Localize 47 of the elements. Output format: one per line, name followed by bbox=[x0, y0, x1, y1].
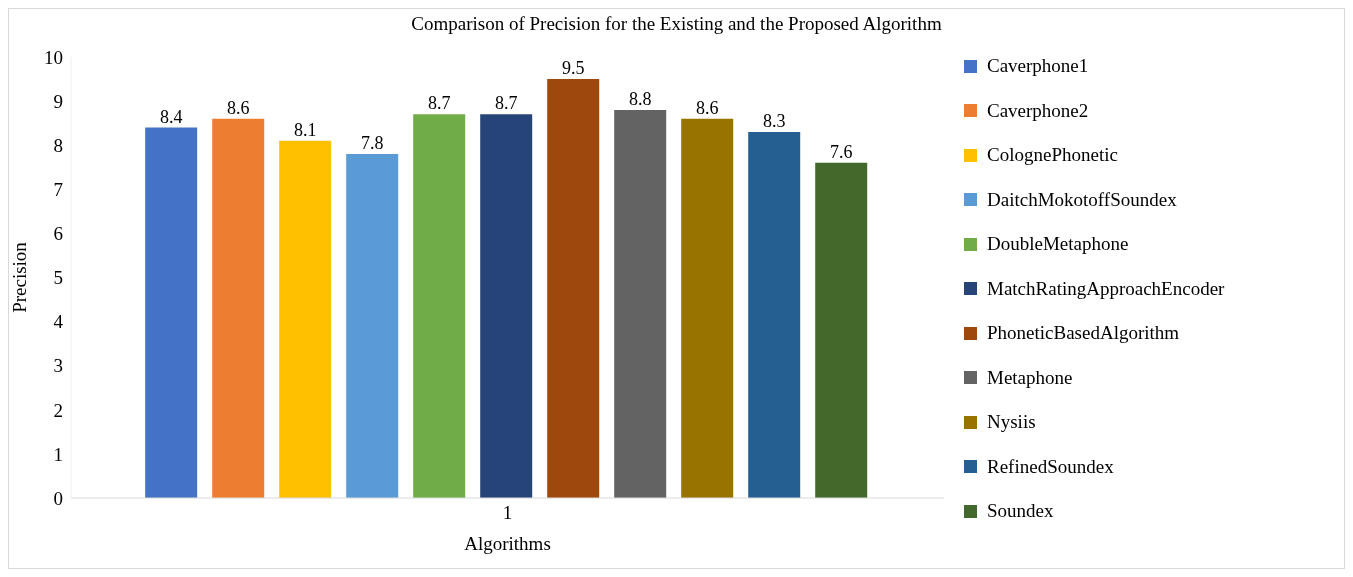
y-tick-label: 9 bbox=[53, 90, 63, 112]
y-tick-label: 0 bbox=[53, 487, 63, 509]
data-label: 7.6 bbox=[829, 141, 853, 162]
legend-label: Metaphone bbox=[987, 366, 1073, 389]
y-tick-label: 1 bbox=[53, 443, 63, 465]
bar bbox=[346, 154, 399, 498]
y-tick-label: 2 bbox=[53, 399, 63, 421]
data-label: 8.8 bbox=[628, 88, 652, 109]
x-axis-title: Algorithms bbox=[464, 533, 551, 554]
legend-label: MatchRatingApproachEncoder bbox=[987, 277, 1225, 300]
legend-label: DoubleMetaphone bbox=[987, 233, 1129, 255]
y-tick-label: 4 bbox=[53, 311, 64, 333]
bar bbox=[681, 118, 734, 498]
data-label: 8.4 bbox=[159, 106, 183, 127]
y-tick-label: 5 bbox=[53, 267, 63, 289]
bar bbox=[413, 114, 466, 498]
y-tick-label: 7 bbox=[53, 179, 63, 201]
legend-label: ColognePhonetic bbox=[987, 144, 1118, 166]
legend-label: PhoneticBasedAlgorithm bbox=[987, 322, 1180, 344]
legend-label: Soundex bbox=[987, 500, 1054, 522]
data-label: 8.3 bbox=[762, 110, 786, 131]
bar bbox=[614, 109, 667, 498]
legend-label: Nysiis bbox=[987, 411, 1036, 433]
bar bbox=[212, 118, 265, 498]
data-label: 8.7 bbox=[427, 93, 451, 114]
bar bbox=[145, 127, 198, 498]
data-label: 8.6 bbox=[226, 97, 250, 118]
y-axis-title: Precision bbox=[8, 241, 30, 313]
y-tick-label: 8 bbox=[53, 134, 63, 156]
bar bbox=[815, 162, 868, 498]
data-label: 8.6 bbox=[695, 97, 719, 118]
bar bbox=[480, 114, 533, 498]
y-tick-label: 10 bbox=[44, 46, 63, 68]
bar bbox=[279, 140, 332, 498]
data-label: 7.8 bbox=[360, 133, 384, 154]
data-label: 8.1 bbox=[293, 119, 317, 140]
y-tick-label: 6 bbox=[53, 223, 63, 245]
bar bbox=[748, 131, 801, 498]
legend-label: RefinedSoundex bbox=[987, 455, 1114, 478]
bar bbox=[547, 79, 600, 498]
data-label: 9.5 bbox=[561, 58, 585, 79]
y-tick-label: 3 bbox=[53, 355, 63, 377]
data-label: 8.7 bbox=[494, 93, 518, 114]
legend-label: DaitchMokotoffSoundex bbox=[987, 188, 1177, 211]
chart-title: Comparison of Precision for the Existing and the Proposed Algorithm bbox=[410, 13, 943, 35]
legend-label: Caverphone2 bbox=[987, 99, 1089, 122]
legend-label: Caverphone1 bbox=[987, 55, 1089, 77]
